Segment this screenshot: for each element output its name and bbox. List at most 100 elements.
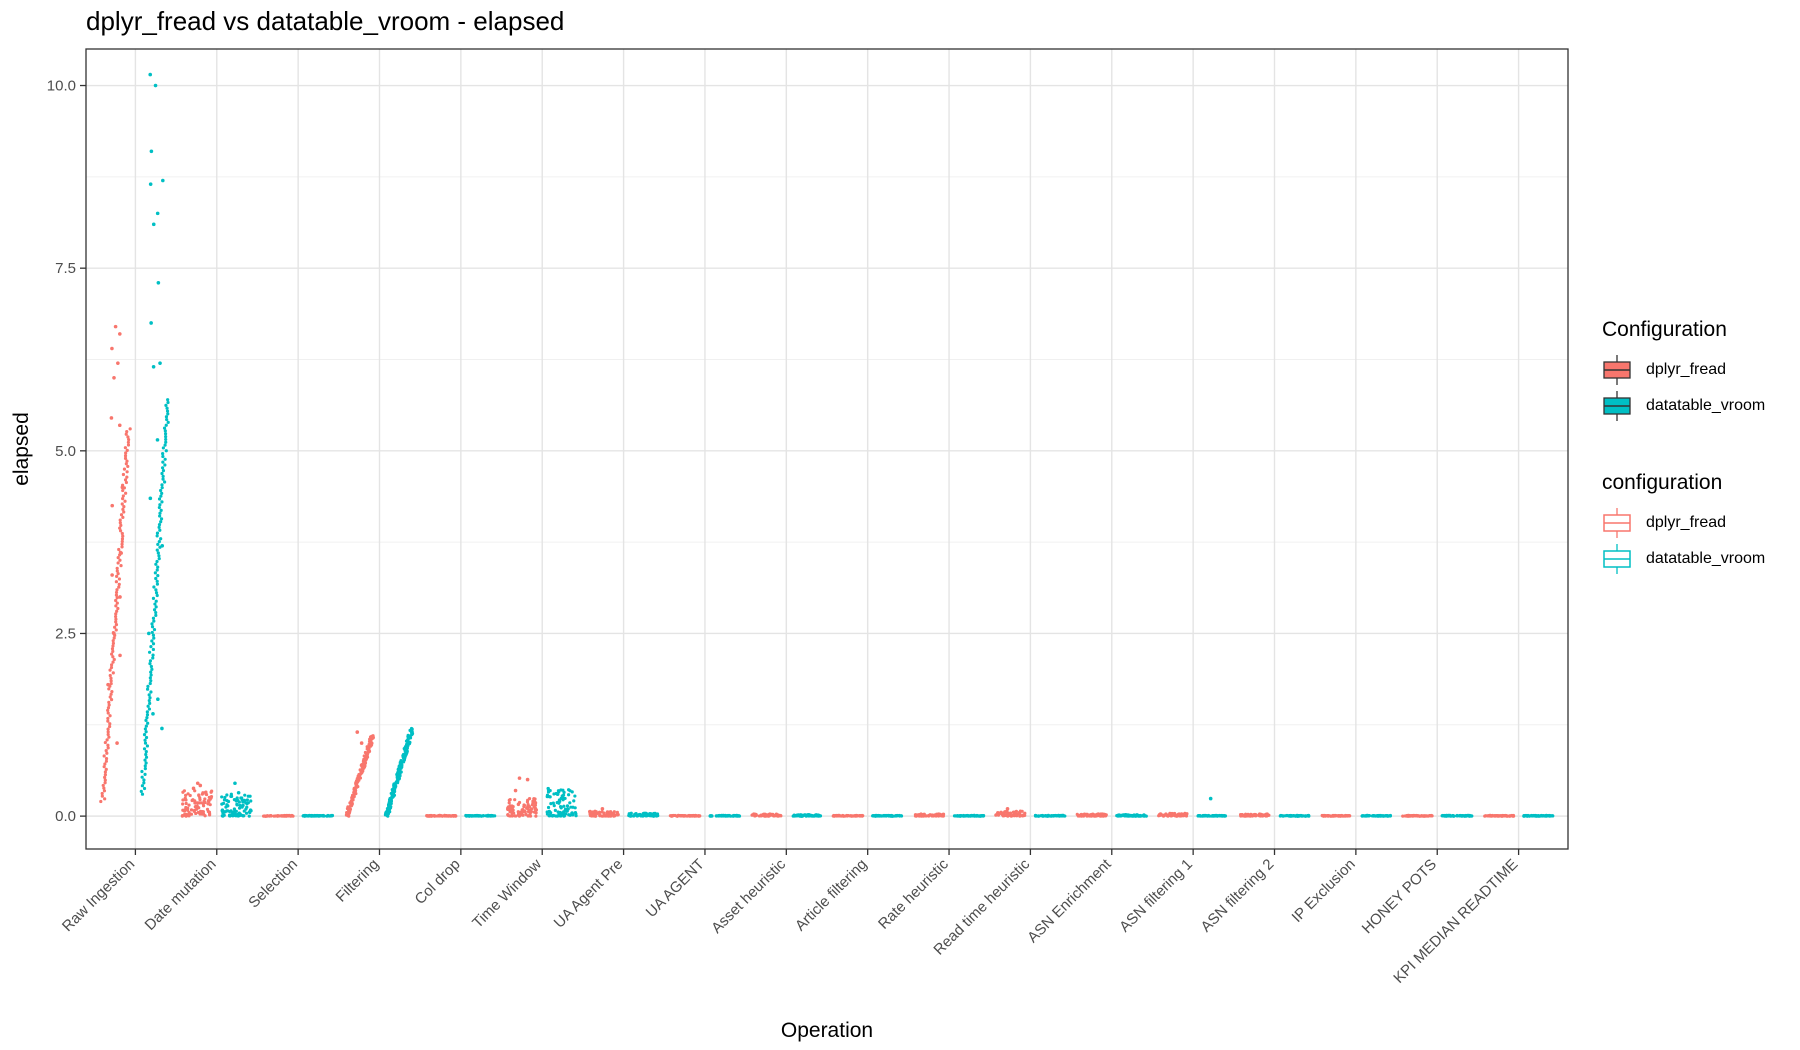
data-point — [103, 797, 107, 801]
data-point — [879, 814, 883, 818]
data-point — [121, 515, 125, 519]
data-point — [1125, 813, 1130, 818]
data-point — [101, 783, 105, 788]
data-point — [156, 565, 160, 569]
data-point — [573, 794, 577, 798]
outlier-point — [119, 551, 123, 555]
data-point — [116, 606, 120, 611]
x-tick-label: ASN Enrichment — [1024, 855, 1115, 946]
data-point — [724, 814, 728, 818]
data-point — [108, 695, 112, 699]
data-point — [163, 443, 167, 447]
data-point — [164, 403, 168, 407]
data-point — [106, 743, 110, 747]
data-point — [110, 647, 115, 651]
data-point — [155, 579, 159, 583]
data-point — [527, 808, 531, 812]
data-point — [116, 561, 120, 565]
data-point — [114, 620, 118, 624]
x-tick-label: ASN filtering 1 — [1116, 856, 1196, 936]
data-point — [557, 801, 561, 805]
data-point — [106, 730, 110, 734]
data-point — [147, 693, 151, 697]
data-point — [223, 795, 227, 800]
data-point — [120, 545, 124, 549]
data-point — [149, 679, 153, 683]
data-point — [164, 449, 168, 453]
data-point — [237, 806, 242, 810]
data-point — [143, 767, 147, 771]
outlier-point — [112, 375, 116, 380]
data-point — [140, 769, 144, 774]
data-point — [204, 792, 209, 797]
data-point — [1297, 814, 1301, 818]
data-point — [303, 814, 307, 818]
data-point — [262, 814, 267, 818]
data-point — [508, 797, 512, 802]
data-point — [152, 619, 156, 623]
data-point — [144, 761, 148, 765]
data-point — [122, 510, 126, 514]
data-point — [506, 813, 510, 817]
data-point — [150, 639, 154, 643]
outlier-point — [161, 178, 165, 183]
data-point — [1136, 814, 1141, 818]
data-point — [118, 518, 122, 522]
data-point — [144, 750, 148, 754]
outlier-point — [106, 682, 110, 687]
data-point — [1361, 814, 1365, 818]
data-point — [166, 400, 170, 405]
outlier-point — [149, 321, 153, 325]
data-point — [1539, 813, 1544, 818]
data-point — [899, 814, 904, 818]
data-point — [159, 537, 163, 541]
data-point — [184, 798, 188, 802]
data-point — [239, 796, 243, 800]
data-point — [155, 534, 159, 538]
data-point — [126, 435, 130, 439]
grid-lines — [86, 49, 1568, 849]
data-point — [281, 814, 285, 818]
data-point — [521, 813, 525, 817]
legend-key-dplyr-fread-outline — [1603, 508, 1631, 538]
data-point — [363, 750, 368, 755]
data-point — [152, 585, 156, 589]
data-point — [1532, 813, 1536, 818]
data-point — [1223, 814, 1228, 818]
data-point — [166, 420, 170, 424]
data-point — [143, 727, 147, 731]
data-point — [845, 814, 849, 818]
data-point — [163, 457, 167, 461]
data-point — [572, 799, 576, 803]
data-point — [472, 814, 476, 818]
data-point — [629, 814, 633, 818]
outlier-point — [555, 792, 560, 797]
data-point — [161, 452, 165, 456]
outlier-point — [118, 595, 122, 599]
data-point — [118, 526, 122, 530]
data-point — [148, 659, 153, 663]
data-point — [220, 808, 225, 812]
data-point — [106, 711, 110, 715]
data-point — [115, 609, 119, 613]
data-point — [1242, 814, 1246, 818]
data-point — [516, 802, 520, 806]
data-point — [187, 803, 191, 807]
x-tick-label: Rate heuristic — [875, 855, 952, 932]
data-point — [208, 803, 212, 807]
data-point — [552, 804, 556, 808]
data-point — [126, 443, 131, 447]
data-point — [153, 602, 157, 606]
data-point — [966, 814, 970, 818]
data-point — [115, 588, 119, 592]
outlier-point — [525, 777, 530, 782]
data-point — [243, 793, 247, 797]
outlier-point — [233, 781, 237, 786]
data-point — [108, 673, 112, 678]
data-point — [998, 811, 1002, 816]
data-point — [530, 803, 534, 807]
data-point — [157, 505, 161, 510]
legend-label: datatable_vroom — [1646, 550, 1766, 567]
data-point — [1130, 814, 1134, 818]
data-point — [309, 814, 313, 818]
